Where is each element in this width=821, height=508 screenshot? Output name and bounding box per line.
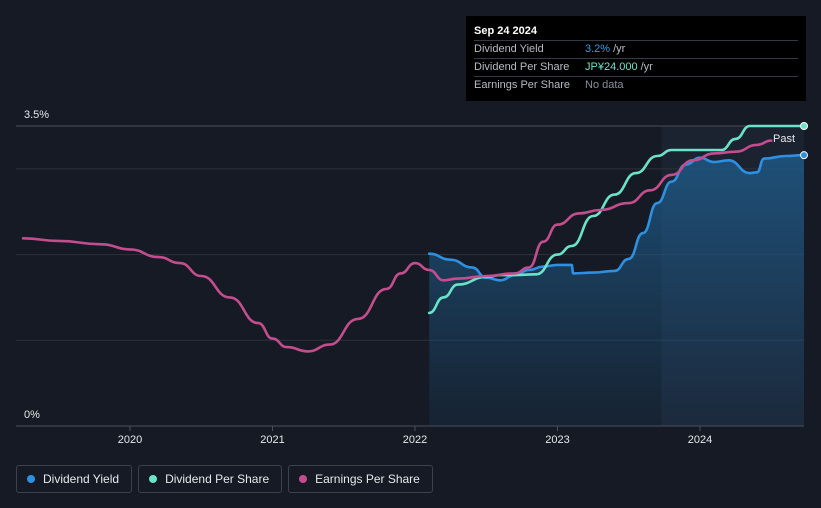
tooltip-unit: /yr	[640, 61, 653, 73]
tooltip-unit: /yr	[613, 43, 626, 55]
y-tick-label-bottom: 0%	[24, 409, 40, 421]
x-tick-label: 2024	[688, 434, 712, 446]
legend-label: Dividend Per Share	[165, 472, 270, 486]
tooltip-row-dividend-yield: Dividend Yield 3.2% /yr	[474, 40, 798, 58]
tooltip: Sep 24 2024 Dividend Yield 3.2% /yr Divi…	[466, 16, 806, 101]
dividend-yield-endpoint	[800, 151, 808, 160]
legend-item-dividend-per-share[interactable]: Dividend Per Share	[138, 465, 283, 493]
legend-dot-icon	[27, 475, 35, 483]
x-tick-label: 2022	[403, 434, 427, 446]
x-tick-label: 2023	[545, 434, 569, 446]
tooltip-date: Sep 24 2024	[474, 25, 537, 37]
earnings-per-share-line	[21, 139, 773, 353]
legend: Dividend Yield Dividend Per Share Earnin…	[16, 465, 433, 493]
dividend-yield-area	[429, 155, 804, 426]
dividend-chart: Past 3.5% 0% 2020 2021 2022 2023 2024	[16, 109, 808, 446]
tooltip-label: Dividend Per Share	[474, 61, 570, 73]
past-label: Past	[773, 133, 795, 145]
legend-item-dividend-yield[interactable]: Dividend Yield	[16, 465, 133, 493]
tooltip-label: Dividend Yield	[474, 43, 544, 55]
dividend-per-share-endpoint	[800, 122, 808, 130]
tooltip-value: JP¥24.000	[585, 61, 638, 73]
x-tick-label: 2021	[260, 434, 284, 446]
dividend-yield-line	[427, 153, 806, 282]
legend-dot-icon	[149, 475, 158, 483]
tooltip-label: Earnings Per Share	[474, 79, 570, 91]
legend-dot-icon	[299, 475, 308, 483]
y-tick-label-top: 3.5%	[24, 109, 49, 121]
legend-label: Dividend Yield	[43, 472, 120, 486]
x-tick-label: 2020	[118, 434, 142, 446]
tooltip-value: No data	[585, 79, 624, 91]
legend-label: Earnings Per Share	[315, 472, 420, 486]
tooltip-row-dividend-per-share: Dividend Per Share JP¥24.000 /yr	[474, 58, 798, 76]
legend-item-earnings-per-share[interactable]: Earnings Per Share	[288, 465, 433, 493]
tooltip-row-earnings-per-share: Earnings Per Share No data	[474, 76, 798, 94]
tooltip-value: 3.2%	[585, 43, 611, 55]
